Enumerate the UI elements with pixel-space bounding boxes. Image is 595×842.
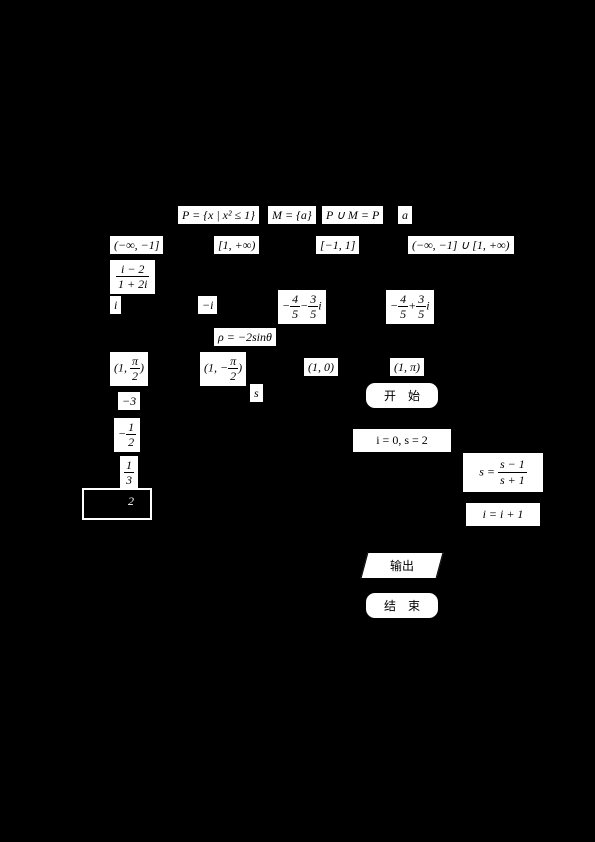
flow-step: s = s − 1s + 1 [462,452,544,493]
q4-opt-d: 2 [128,494,134,508]
flow-start: 开 始 [365,382,439,409]
q2-opt-b: −i [198,296,217,314]
q1-opt-d: (−∞, −1] ∪ [1, +∞) [408,236,514,254]
q4-opt-a: −3 [118,392,140,410]
flow-inc: i = i + 1 [465,502,541,527]
q2-expr: i − 21 + 2i [110,260,155,294]
q4-var: s [250,384,263,402]
q4-opt-c: 13 [120,456,138,490]
q4-opt-d-outline [82,488,152,520]
q3-opt-b: (1, −π2) [200,352,246,386]
q1-set-p: P = {x | x² ≤ 1} [178,206,259,224]
q4-opt-b: −12 [114,418,140,452]
q2-opt-a: i [110,296,121,314]
q3-opt-a: (1, π2) [110,352,148,386]
q1-opt-c: [−1, 1] [316,236,359,254]
q1-set-m: M = {a} [268,206,316,224]
q2-opt-d: −45+35i [386,290,434,324]
q3-polar: ρ = −2sinθ [214,328,276,346]
flow-init: i = 0, s = 2 [352,428,452,453]
q1-opt-a: (−∞, −1] [110,236,163,254]
q3-opt-d: (1, π) [390,358,424,376]
q1-opt-b: [1, +∞) [214,236,259,254]
q1-var-a: a [398,206,412,224]
q1-union: P ∪ M = P [322,206,383,224]
q3-opt-c: (1, 0) [304,358,338,376]
flow-end: 结 束 [365,592,439,619]
q2-opt-c: −45−35i [278,290,326,324]
flow-output: 输出 [360,552,443,579]
